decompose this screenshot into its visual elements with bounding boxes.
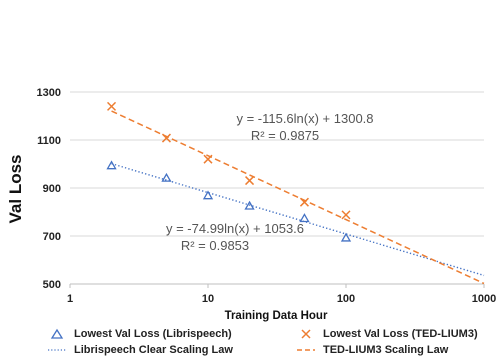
ted-equation: y = -115.6ln(x) + 1300.8 xyxy=(236,111,373,126)
libri-r2: R² = 0.9853 xyxy=(181,238,249,253)
y-tick-label: 900 xyxy=(43,183,61,195)
tedlium3-point xyxy=(203,154,213,164)
libri-equation: y = -74.99ln(x) + 1053.6 xyxy=(166,221,304,236)
y-tick-label: 500 xyxy=(43,279,61,291)
x-tick-label: 1000 xyxy=(472,293,496,305)
tedlium3-point xyxy=(161,133,171,143)
dotted-line-icon xyxy=(48,349,66,351)
tedlium3-point xyxy=(299,197,309,207)
librispeech-point xyxy=(340,232,352,242)
y-tick-label: 1300 xyxy=(37,87,61,99)
dashed-line-icon xyxy=(297,349,315,351)
x-marker-icon xyxy=(301,329,311,339)
legend-label: TED-LIUM3 Scaling Law xyxy=(323,344,449,356)
legend-item-tedlium3: Lowest Val Loss (TED-LIUM3) xyxy=(295,328,478,340)
tedlium3-trendline xyxy=(111,110,485,285)
librispeech-point xyxy=(299,213,310,223)
legend-label: Lowest Val Loss (Librispeech) xyxy=(74,328,232,340)
y-tick-label: 1100 xyxy=(37,135,61,147)
x-tick-label: 1 xyxy=(67,293,73,305)
scatter-chart: 500 700 900 1100 1300 1 10 100 1000 y = -115.6l… xyxy=(6,87,496,322)
x-axis-title: Training Data Hour xyxy=(225,310,328,322)
x-tick-labels: 1 10 100 1000 xyxy=(67,293,496,305)
trendlines xyxy=(111,110,485,285)
tedlium3-point xyxy=(107,101,117,111)
legend-label: Lowest Val Loss (TED-LIUM3) xyxy=(323,328,478,340)
legend-item-librispeech-law: Librispeech Clear Scaling Law xyxy=(46,344,233,356)
tedlium3-point xyxy=(245,176,255,186)
y-tick-label: 700 xyxy=(43,231,61,243)
x-tick-label: 100 xyxy=(337,293,355,305)
triangle-marker-icon xyxy=(50,328,64,339)
tedlium3-point xyxy=(341,210,351,220)
librispeech-point xyxy=(106,160,117,170)
ted-r2: R² = 0.9875 xyxy=(251,128,319,143)
librispeech-point xyxy=(244,200,255,210)
librispeech-point xyxy=(202,190,214,200)
y-axis-title: Val Loss xyxy=(6,155,25,224)
y-tick-labels: 500 700 900 1100 1300 xyxy=(37,87,61,291)
data-points xyxy=(106,101,352,242)
legend-item-librispeech: Lowest Val Loss (Librispeech) xyxy=(46,328,232,340)
legend-label: Librispeech Clear Scaling Law xyxy=(74,344,233,356)
librispeech-trendline xyxy=(111,162,485,277)
librispeech-point xyxy=(161,172,172,182)
legend-item-tedlium3-law: TED-LIUM3 Scaling Law xyxy=(295,344,448,356)
legend: Lowest Val Loss (Librispeech) Lowest Val… xyxy=(40,328,490,358)
x-tick-label: 10 xyxy=(202,293,214,305)
